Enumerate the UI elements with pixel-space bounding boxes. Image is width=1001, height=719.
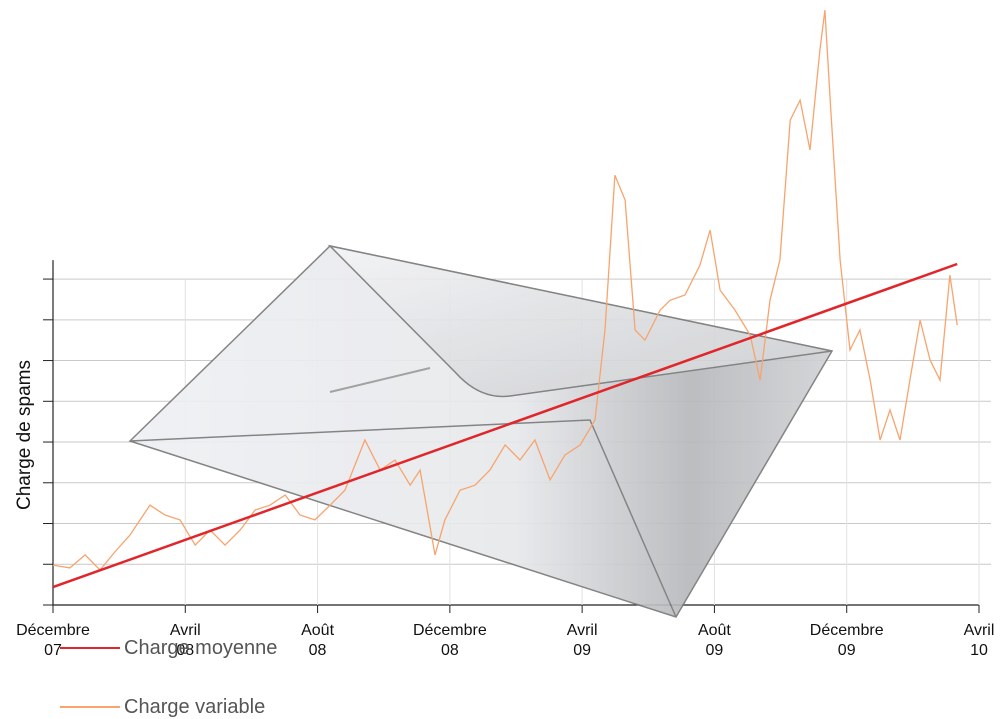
legend-swatch	[60, 647, 120, 649]
series-line	[52, 10, 958, 571]
x-tick-label: Août 08	[301, 622, 335, 659]
legend-label: Charge variable	[124, 695, 266, 718]
envelope	[128, 244, 834, 618]
legend-label: Charge moyenne	[124, 636, 278, 659]
x-tick-label: Août 09	[697, 622, 731, 659]
legend-item: Charge moyenne	[60, 636, 277, 660]
legend-swatch	[60, 706, 120, 708]
x-tick-label: Avril 10	[963, 622, 995, 659]
x-tick-label: Décembre 08	[412, 622, 487, 659]
x-tick-label: Décembre 07	[16, 622, 90, 659]
series-line	[52, 262, 958, 589]
x-tick-label: Décembre 09	[809, 622, 884, 659]
y-axis-label: Charge de spams	[14, 360, 35, 510]
legend-item: Charge variable	[60, 695, 265, 719]
x-tick-label: Avril 09	[566, 622, 598, 659]
x-tick-label: Avril 08	[169, 622, 201, 659]
